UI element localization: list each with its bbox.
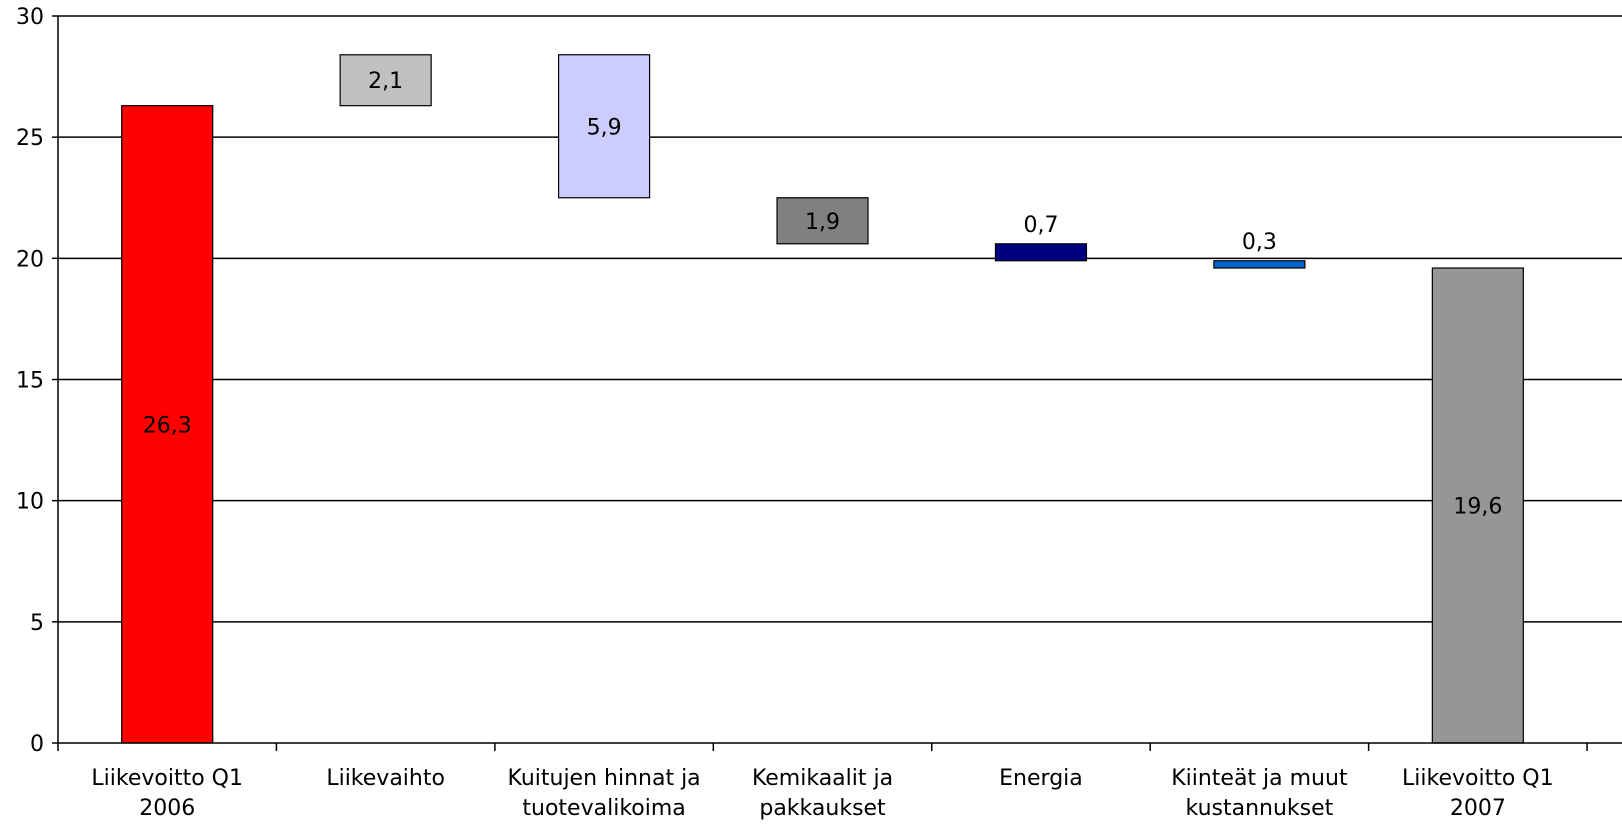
y-tick-label: 25: [16, 126, 44, 151]
y-tick-label: 30: [16, 5, 44, 30]
bar: [776, 197, 869, 245]
data-label: 19,6: [1453, 495, 1502, 520]
x-tick-label: Liikevaihto: [326, 766, 445, 791]
bar: [557, 54, 651, 199]
bar: [339, 54, 432, 107]
data-label: 26,3: [143, 413, 192, 438]
x-tick-label: 2007: [1450, 796, 1506, 821]
x-tick-label: Kuitujen hinnat ja: [507, 766, 700, 791]
data-label: 2,1: [368, 69, 403, 94]
x-tick-label: 2006: [139, 796, 195, 821]
x-tick-label: Energia: [999, 766, 1083, 791]
y-tick-label: 0: [30, 732, 44, 757]
bar: [994, 243, 1088, 262]
x-tick-label: tuotevalikoima: [522, 796, 685, 821]
x-tick-label: Liikevoitto Q1: [91, 766, 243, 791]
x-tick-label: Liikevoitto Q1: [1402, 766, 1554, 791]
data-labels: 26,3 2,1 5,9 1,9 0,7 0,3 19,6: [143, 69, 1503, 519]
gridlines: [58, 15, 1622, 623]
y-tick-label: 15: [16, 369, 44, 394]
data-label: 1,9: [805, 210, 840, 235]
y-tick-label: 5: [30, 611, 44, 636]
x-tick-label: Kemikaalit ja: [752, 766, 893, 791]
bars: [121, 54, 1524, 744]
x-tick-label: pakkaukset: [759, 796, 886, 821]
x-tick-labels: Liikevoitto Q1 2006 Liikevaihto Kuitujen hi…: [91, 766, 1553, 821]
y-tick-label: 20: [16, 247, 44, 272]
x-tick-label: Kiinteät ja muut: [1171, 766, 1348, 791]
bar: [1213, 260, 1306, 269]
data-label: 0,7: [1023, 213, 1058, 238]
y-tick-labels: 0 5 10 15 20 25 30: [16, 5, 44, 757]
x-tick-label: kustannukset: [1186, 796, 1334, 821]
data-label: 0,3: [1242, 230, 1277, 255]
bar: [1431, 267, 1524, 744]
axes: [52, 15, 1622, 751]
y-tick-label: 10: [16, 490, 44, 515]
data-label: 5,9: [587, 115, 622, 140]
